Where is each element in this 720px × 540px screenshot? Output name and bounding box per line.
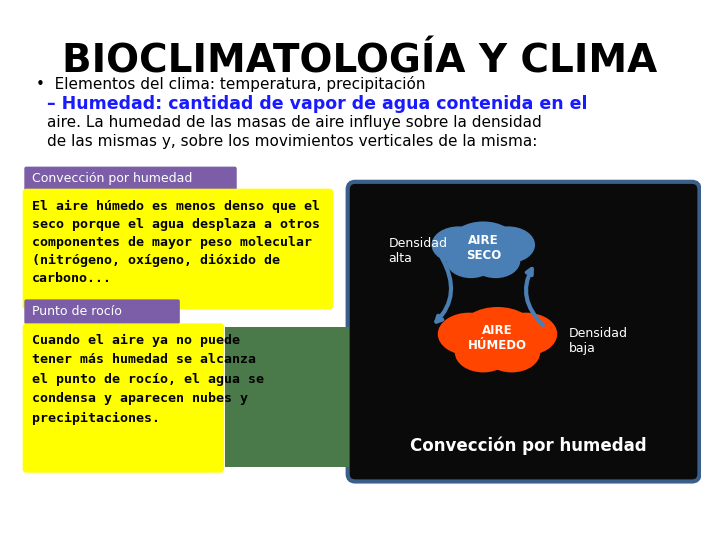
Text: Punto de rocío: Punto de rocío	[32, 305, 122, 318]
Ellipse shape	[431, 226, 486, 264]
Text: •  Elementos del clima: temperatura, precipitación: • Elementos del clima: temperatura, prec…	[36, 76, 426, 92]
Ellipse shape	[483, 333, 540, 373]
Text: Convección por humedad: Convección por humedad	[410, 436, 646, 455]
Ellipse shape	[481, 226, 535, 264]
Ellipse shape	[455, 333, 512, 373]
Text: Densidad
baja: Densidad baja	[569, 327, 628, 355]
Text: AIRE
SECO: AIRE SECO	[466, 234, 501, 262]
Text: – Humedad: cantidad de vapor de agua contenida en el: – Humedad: cantidad de vapor de agua con…	[47, 94, 588, 112]
FancyBboxPatch shape	[24, 167, 237, 191]
Text: El aire húmedo es menos denso que el
seco porque el agua desplaza a otros
compon: El aire húmedo es menos denso que el sec…	[32, 200, 320, 285]
Ellipse shape	[449, 229, 518, 273]
FancyBboxPatch shape	[23, 190, 333, 309]
FancyBboxPatch shape	[24, 299, 180, 324]
FancyBboxPatch shape	[225, 327, 348, 467]
Ellipse shape	[471, 244, 521, 278]
Ellipse shape	[451, 221, 516, 261]
Text: aire. La humedad de las masas de aire influye sobre la densidad: aire. La humedad de las masas de aire in…	[47, 116, 542, 131]
Ellipse shape	[458, 315, 537, 367]
Ellipse shape	[495, 313, 557, 355]
Ellipse shape	[461, 307, 534, 353]
Text: BIOCLIMATOLOGÍA Y CLIMA: BIOCLIMATOLOGÍA Y CLIMA	[63, 43, 657, 80]
Ellipse shape	[438, 313, 500, 355]
Text: Densidad
alta: Densidad alta	[389, 237, 447, 265]
FancyBboxPatch shape	[348, 182, 699, 482]
FancyBboxPatch shape	[23, 324, 223, 472]
Text: Convección por humedad: Convección por humedad	[32, 172, 192, 185]
Text: Cuando el aire ya no puede
tener más humedad se alcanza
el punto de rocío, el ag: Cuando el aire ya no puede tener más hum…	[32, 334, 264, 425]
Ellipse shape	[446, 244, 495, 278]
Text: de las mismas y, sobre los movimientos verticales de la misma:: de las mismas y, sobre los movimientos v…	[47, 134, 537, 150]
Text: AIRE
HÚMEDO: AIRE HÚMEDO	[468, 325, 527, 352]
